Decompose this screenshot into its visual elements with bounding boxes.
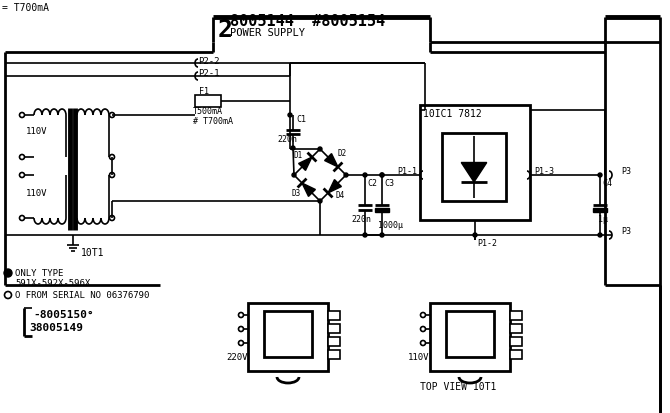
Text: P3: P3 <box>621 166 631 176</box>
Bar <box>446 311 494 357</box>
Text: C3: C3 <box>384 178 394 188</box>
Circle shape <box>4 269 12 277</box>
Circle shape <box>291 146 295 150</box>
Circle shape <box>318 199 322 203</box>
Text: 10T1: 10T1 <box>81 248 105 258</box>
Circle shape <box>344 173 348 177</box>
Text: P1-2: P1-2 <box>477 238 497 247</box>
Text: # T700mA: # T700mA <box>193 116 233 126</box>
Text: 2: 2 <box>218 18 233 42</box>
Circle shape <box>380 233 384 237</box>
Text: -8005150°: -8005150° <box>33 310 94 320</box>
Polygon shape <box>328 180 342 193</box>
Bar <box>328 337 340 346</box>
Text: 591X-592X-596X: 591X-592X-596X <box>15 278 90 287</box>
Text: 220n: 220n <box>277 135 297 145</box>
Bar <box>510 337 522 346</box>
Bar <box>442 133 506 201</box>
Text: P2-1: P2-1 <box>198 69 220 78</box>
Bar <box>510 324 522 333</box>
Polygon shape <box>302 183 316 197</box>
Polygon shape <box>324 154 338 167</box>
Circle shape <box>292 173 296 177</box>
Bar <box>593 208 607 212</box>
Text: 10IC1 7812: 10IC1 7812 <box>423 109 482 119</box>
Bar <box>430 303 510 371</box>
Text: POWER SUPPLY: POWER SUPPLY <box>230 28 305 38</box>
Text: C4: C4 <box>602 178 612 188</box>
Text: 110V: 110V <box>408 354 429 363</box>
Text: 1μ: 1μ <box>598 216 608 225</box>
Text: = T700mA: = T700mA <box>2 3 49 13</box>
Bar <box>510 311 522 320</box>
Text: P2-2: P2-2 <box>198 57 220 66</box>
Circle shape <box>363 233 367 237</box>
Circle shape <box>288 113 292 117</box>
Polygon shape <box>461 162 486 182</box>
Text: C1: C1 <box>296 116 306 124</box>
Bar <box>195 95 221 107</box>
Text: 110V: 110V <box>26 128 48 137</box>
Text: D3: D3 <box>291 190 300 199</box>
Bar <box>510 350 522 359</box>
Circle shape <box>363 173 367 177</box>
Circle shape <box>473 233 477 237</box>
Circle shape <box>318 147 322 151</box>
Text: C2: C2 <box>367 178 377 188</box>
Text: 38005149: 38005149 <box>29 323 83 333</box>
Text: 220n: 220n <box>351 216 371 225</box>
Text: P1-3: P1-3 <box>534 166 554 176</box>
Bar <box>375 208 389 212</box>
Bar <box>328 350 340 359</box>
Bar <box>248 303 328 371</box>
Polygon shape <box>299 157 312 171</box>
Text: D2: D2 <box>337 150 346 159</box>
Bar <box>328 324 340 333</box>
Bar <box>420 105 530 220</box>
Text: T500mA: T500mA <box>193 107 223 116</box>
Text: ONLY TYPE: ONLY TYPE <box>15 268 64 278</box>
Text: D4: D4 <box>336 192 345 200</box>
Text: P3: P3 <box>621 226 631 235</box>
Circle shape <box>380 173 384 177</box>
Text: O FROM SERIAL NO 06376790: O FROM SERIAL NO 06376790 <box>15 290 149 299</box>
Circle shape <box>598 173 602 177</box>
Circle shape <box>380 173 384 177</box>
Text: P1-1: P1-1 <box>397 166 417 176</box>
Bar <box>264 311 312 357</box>
Text: F1: F1 <box>199 86 209 95</box>
Text: TOP VIEW 10T1: TOP VIEW 10T1 <box>420 382 496 392</box>
Text: D1: D1 <box>293 152 302 161</box>
Circle shape <box>598 233 602 237</box>
Text: 220V: 220V <box>226 354 247 363</box>
Text: 8005144  #8005154: 8005144 #8005154 <box>230 14 385 29</box>
Text: 1000μ: 1000μ <box>378 221 403 230</box>
Text: 110V: 110V <box>26 190 48 199</box>
Bar <box>328 311 340 320</box>
